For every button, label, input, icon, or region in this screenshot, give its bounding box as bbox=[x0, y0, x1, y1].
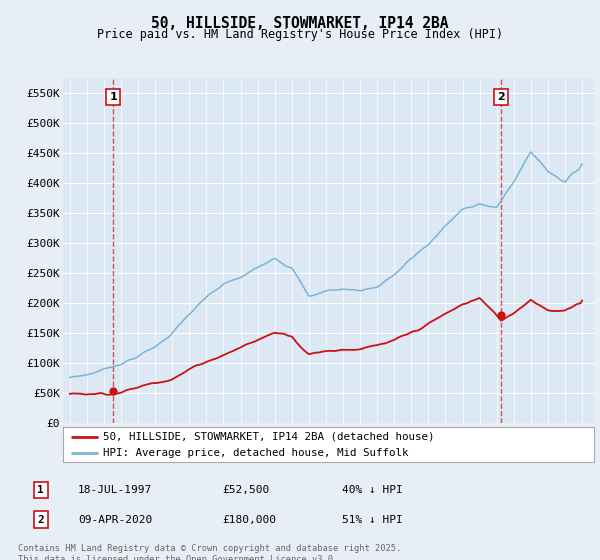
Text: 50, HILLSIDE, STOWMARKET, IP14 2BA: 50, HILLSIDE, STOWMARKET, IP14 2BA bbox=[151, 16, 449, 31]
Text: 1: 1 bbox=[109, 92, 117, 102]
Text: 2: 2 bbox=[37, 515, 44, 525]
Text: 18-JUL-1997: 18-JUL-1997 bbox=[78, 485, 152, 495]
Text: HPI: Average price, detached house, Mid Suffolk: HPI: Average price, detached house, Mid … bbox=[103, 449, 409, 458]
Text: 1: 1 bbox=[37, 485, 44, 495]
Text: £180,000: £180,000 bbox=[222, 515, 276, 525]
Text: Contains HM Land Registry data © Crown copyright and database right 2025.
This d: Contains HM Land Registry data © Crown c… bbox=[18, 544, 401, 560]
Text: 40% ↓ HPI: 40% ↓ HPI bbox=[342, 485, 403, 495]
Text: Price paid vs. HM Land Registry's House Price Index (HPI): Price paid vs. HM Land Registry's House … bbox=[97, 28, 503, 41]
Text: 2: 2 bbox=[497, 92, 505, 102]
Text: 09-APR-2020: 09-APR-2020 bbox=[78, 515, 152, 525]
Text: 51% ↓ HPI: 51% ↓ HPI bbox=[342, 515, 403, 525]
Text: £52,500: £52,500 bbox=[222, 485, 269, 495]
Text: 50, HILLSIDE, STOWMARKET, IP14 2BA (detached house): 50, HILLSIDE, STOWMARKET, IP14 2BA (deta… bbox=[103, 432, 434, 442]
